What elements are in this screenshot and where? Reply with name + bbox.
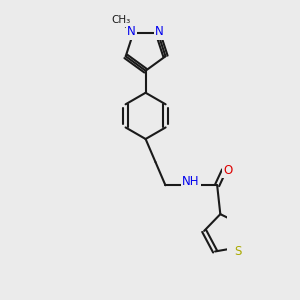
Text: N: N [127,25,136,38]
Text: CH₃: CH₃ [112,15,131,26]
Text: NH: NH [182,175,200,188]
Text: S: S [234,245,242,258]
Text: N: N [155,25,164,38]
Text: O: O [224,164,233,177]
